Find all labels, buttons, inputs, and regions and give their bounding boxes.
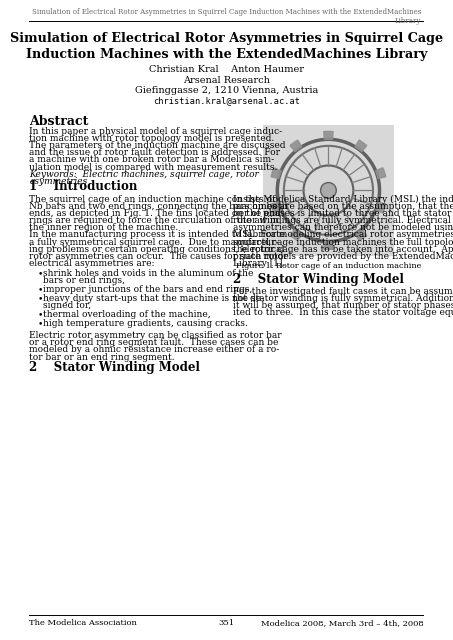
Text: Keywords:  Electric machines, squirrel cage, rotor: Keywords: Electric machines, squirrel ca… (29, 170, 259, 179)
Text: or a rotor end ring segment fault.  These cases can be: or a rotor end ring segment fault. These… (29, 339, 279, 348)
Text: high temperature gradients, causing cracks.: high temperature gradients, causing crac… (43, 319, 248, 328)
Polygon shape (376, 202, 386, 213)
Text: asymmetries can therefore not be modeled using the: asymmetries can therefore not be modeled… (233, 223, 453, 232)
Text: •: • (38, 310, 43, 319)
Text: MSL. For modeling electrical rotor asymmetries of the: MSL. For modeling electrical rotor asymm… (233, 230, 453, 239)
Text: rotor windings are fully symmetrical. Electrical rotor: rotor windings are fully symmetrical. El… (233, 216, 453, 225)
Text: thermal overloading of the machine,: thermal overloading of the machine, (43, 310, 211, 319)
Text: •: • (38, 294, 43, 303)
Text: shrink holes and voids in the aluminum of the: shrink holes and voids in the aluminum o… (43, 269, 253, 278)
Text: Figure 1: Rotor cage of an induction machine: Figure 1: Rotor cage of an induction mac… (236, 262, 421, 270)
Polygon shape (324, 241, 333, 250)
Text: Simulation of Electrical Rotor Asymmetries in Squirrel Cage Induction Machines w: Simulation of Electrical Rotor Asymmetri… (32, 8, 421, 25)
Text: asymmetries: asymmetries (29, 177, 88, 186)
Text: signed for,: signed for, (43, 301, 91, 310)
Text: tion machine with rotor topology model is presented.: tion machine with rotor topology model i… (29, 134, 275, 143)
Text: Simulation of Electrical Rotor Asymmetries in Squirrel Cage: Simulation of Electrical Rotor Asymmetri… (10, 32, 443, 45)
Polygon shape (263, 125, 394, 256)
Text: modeled by a ohmic resistance increase either of a ro-: modeled by a ohmic resistance increase e… (29, 346, 280, 355)
Text: Library [1].: Library [1]. (233, 259, 286, 268)
Text: Induction Machines with the ExtendedMachines Library: Induction Machines with the ExtendedMach… (26, 48, 427, 61)
Text: ber of phases is limited to three and that stator and: ber of phases is limited to three and th… (233, 209, 453, 218)
Polygon shape (271, 168, 281, 179)
Text: improper junctions of the bars and end rings,: improper junctions of the bars and end r… (43, 285, 252, 294)
Text: •: • (38, 319, 43, 328)
Text: ing problems or certain operating conditions, electrical: ing problems or certain operating condit… (29, 244, 284, 253)
Text: machines are based on the assumption, that the num-: machines are based on the assumption, th… (233, 202, 453, 211)
Text: Modelica 2008, March 3rd – 4th, 2008: Modelica 2008, March 3rd – 4th, 2008 (261, 619, 424, 627)
Text: 351: 351 (218, 619, 235, 627)
Text: The Modelica Association: The Modelica Association (29, 619, 137, 627)
Text: Nb bars and two end rings, connecting the bars on both: Nb bars and two end rings, connecting th… (29, 202, 288, 211)
Text: Giefinggasse 2, 1210 Vienna, Austria: Giefinggasse 2, 1210 Vienna, Austria (135, 86, 318, 95)
Text: squirrel cage induction machines the full topology of: squirrel cage induction machines the ful… (233, 237, 453, 246)
Text: ited to three.  In this case the stator voltage equation: ited to three. In this case the stator v… (233, 308, 453, 317)
Text: In this paper a physical model of a squirrel cage induc-: In this paper a physical model of a squi… (29, 127, 283, 136)
Text: Arsenal Research: Arsenal Research (183, 76, 270, 84)
Text: rotor asymmetries can occur.  The causes for such rotor: rotor asymmetries can occur. The causes … (29, 252, 288, 261)
Text: •: • (38, 269, 43, 278)
Text: tor bar or an end ring segment.: tor bar or an end ring segment. (29, 353, 175, 362)
Polygon shape (290, 140, 302, 152)
Text: and the issue of rotor fault detection is addressed. For: and the issue of rotor fault detection i… (29, 148, 280, 157)
Text: heavy duty start-ups that the machine is not de-: heavy duty start-ups that the machine is… (43, 294, 264, 303)
Polygon shape (324, 131, 333, 140)
Text: rings are required to force the circulation of the air in: rings are required to force the circulat… (29, 216, 279, 225)
Text: the inner region of the machine.: the inner region of the machine. (29, 223, 178, 232)
Text: the stator winding is fully symmetrical. Additionally,: the stator winding is fully symmetrical.… (233, 294, 453, 303)
Text: Electric rotor asymmetry can be classified as rotor bar: Electric rotor asymmetry can be classifi… (29, 331, 282, 340)
Text: Christian Kral    Anton Haumer: Christian Kral Anton Haumer (149, 65, 304, 74)
Text: The squirrel cage of an induction machine consists of: The squirrel cage of an induction machin… (29, 195, 276, 204)
Circle shape (321, 182, 336, 198)
Polygon shape (355, 140, 367, 152)
Text: bars or end rings,: bars or end rings, (43, 276, 125, 285)
Text: a machine with one broken rotor bar a Modelica sim-: a machine with one broken rotor bar a Mo… (29, 156, 275, 164)
Text: In the manufacturing process it is intended to fabricate: In the manufacturing process it is inten… (29, 230, 285, 239)
Text: ulation model is compared with measurement results.: ulation model is compared with measureme… (29, 163, 278, 172)
Text: For the investigated fault cases it can be assumed that: For the investigated fault cases it can … (233, 287, 453, 296)
Text: a fully symmetrical squirrel cage.  Due to manufactur-: a fully symmetrical squirrel cage. Due t… (29, 237, 279, 246)
Polygon shape (290, 229, 302, 241)
Text: 1    Introduction: 1 Introduction (29, 180, 138, 193)
Polygon shape (376, 168, 386, 179)
Text: Abstract: Abstract (29, 115, 89, 128)
Text: electrical asymmetries are:: electrical asymmetries are: (29, 259, 155, 268)
Polygon shape (355, 229, 367, 241)
Text: 2    Stator Winding Model: 2 Stator Winding Model (29, 361, 200, 374)
Text: it will be assumed, that number of stator phases is lim-: it will be assumed, that number of stato… (233, 301, 453, 310)
Text: In the Modelica Standard Library (MSL) the induction: In the Modelica Standard Library (MSL) t… (233, 195, 453, 204)
Polygon shape (271, 202, 281, 213)
Text: priate models are provided by the ExtendedMachines: priate models are provided by the Extend… (233, 252, 453, 261)
Text: 2    Stator Winding Model: 2 Stator Winding Model (233, 273, 404, 285)
Text: christian.kral@arsenal.ac.at: christian.kral@arsenal.ac.at (153, 96, 300, 105)
Text: the rotor cage has to be taken into account.  Appro-: the rotor cage has to be taken into acco… (233, 244, 453, 253)
Text: The parameters of the induction machine are discussed: The parameters of the induction machine … (29, 141, 286, 150)
Text: •: • (38, 285, 43, 294)
Text: ends, as depicted in Fig. 1. The fins located on the end: ends, as depicted in Fig. 1. The fins lo… (29, 209, 281, 218)
